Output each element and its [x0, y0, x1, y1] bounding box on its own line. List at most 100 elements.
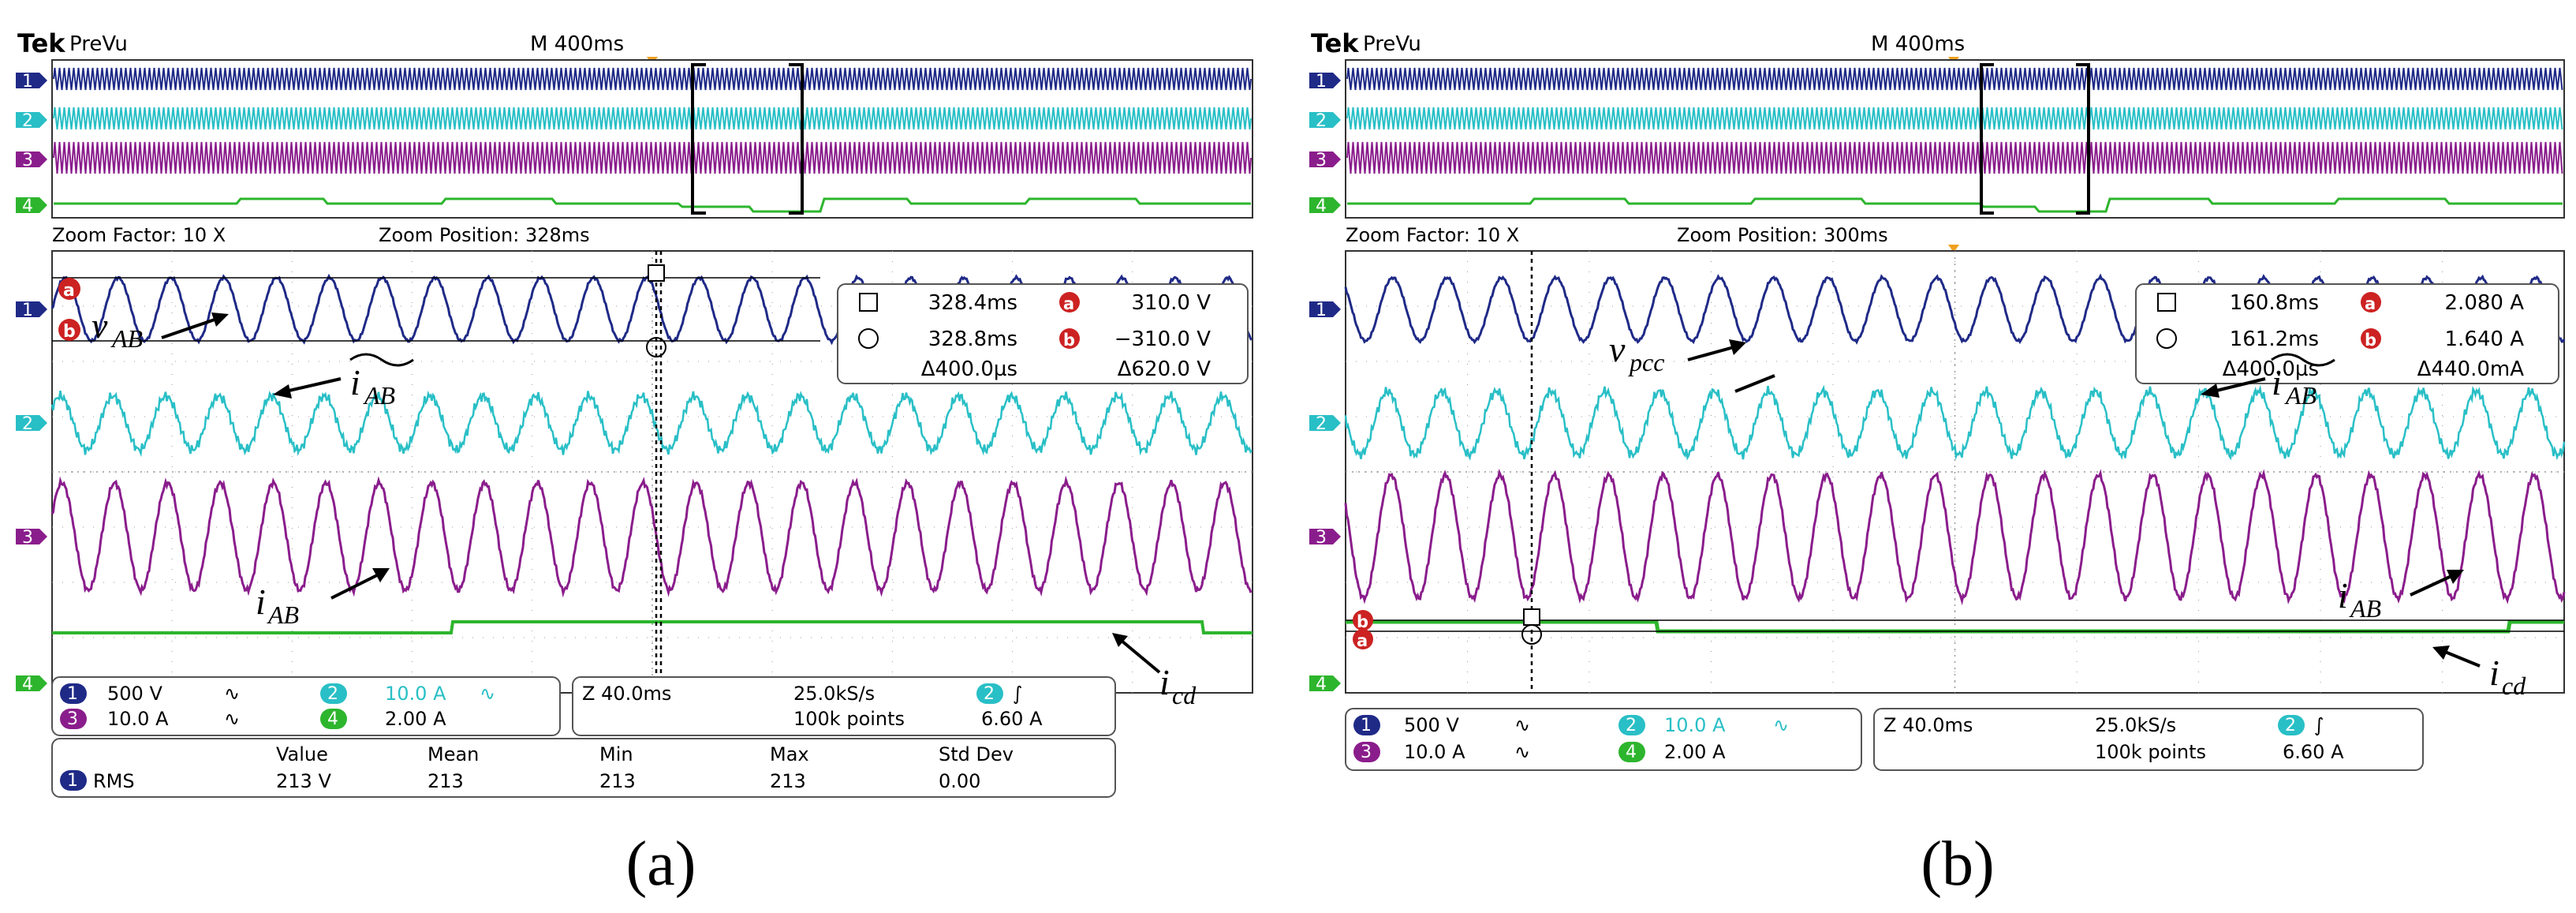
zoom-bracket-left[interactable]: [1980, 63, 1994, 215]
cursor-dt: Δ400.0µs: [921, 357, 1017, 381]
svg-text:i: i: [1159, 662, 1170, 702]
annotation-v-pcc: v pcc: [1609, 329, 1746, 376]
ch2-coupling: ∿: [480, 683, 495, 705]
scope-screen-a: Tek PreVu M 400ms 1 2 3 4 Zoom Factor: 1…: [16, 28, 1253, 798]
trigger-level: 6.60 A: [981, 708, 1043, 730]
trigger-slope-icon: ∫: [2314, 714, 2324, 736]
svg-text:a: a: [1357, 631, 1368, 650]
cursor-b-label: b: [58, 319, 80, 342]
zoom-channel-1-marker[interactable]: 1: [1309, 301, 1341, 320]
zoom-channel-4-marker[interactable]: 4: [1309, 675, 1341, 694]
zoom-factor-label: Zoom Factor: 10 X: [1346, 224, 1519, 246]
svg-text:4: 4: [327, 709, 338, 729]
cursor-v1: 310.0 V: [1132, 291, 1211, 315]
zoom-channel-3-marker[interactable]: 3: [1309, 528, 1341, 548]
cursor-t1: 328.4ms: [928, 291, 1017, 315]
cursor-readout: 328.4ms a 310.0 V 328.8ms b −310.0 V Δ40…: [837, 283, 1249, 384]
svg-text:1: 1: [1361, 716, 1372, 735]
cursor-readout: 160.8ms a 2.080 A 161.2ms b 1.640 A Δ400…: [2135, 283, 2559, 384]
cursor-dv: Δ440.0mA: [2417, 357, 2525, 381]
zoom-bracket-right[interactable]: [789, 63, 804, 215]
zoom-bracket-left[interactable]: [691, 63, 706, 215]
cursor-square-marker[interactable]: [1523, 608, 1540, 626]
overview-traces: [53, 67, 1252, 213]
cursor-circle-marker[interactable]: [646, 337, 666, 357]
timebase-label: M 400ms: [1871, 32, 1965, 56]
svg-text:2: 2: [1316, 111, 1327, 131]
annotation-i-ab: i AB: [256, 568, 390, 629]
channel-2-marker[interactable]: 2: [16, 111, 47, 131]
svg-text:1: 1: [67, 684, 78, 704]
channel-1-marker[interactable]: 1: [16, 72, 47, 92]
ch2-coupling: ∿: [1773, 714, 1789, 736]
cursor-t2: 161.2ms: [2230, 327, 2319, 351]
acquisition-settings[interactable]: Z 40.0ms 25.0kS/s 100k points 2 ∫ 6.60 A: [572, 676, 1116, 736]
svg-text:4: 4: [1316, 675, 1327, 694]
zoom-bracket-right[interactable]: [2076, 63, 2090, 215]
zoom-channel-2-marker[interactable]: 2: [16, 414, 47, 434]
measurement-type: RMS: [93, 770, 135, 792]
svg-text:2: 2: [327, 684, 338, 704]
ch4-scale: 2.00 A: [385, 708, 446, 730]
mode-label: PreVu: [69, 32, 128, 56]
annotation-i-ab-tilde: i AB: [273, 353, 414, 410]
svg-text:i: i: [256, 582, 266, 622]
mode-label: PreVu: [1363, 32, 1421, 56]
channel-3-marker[interactable]: 3: [1309, 151, 1341, 170]
overview-trace-ch2: [53, 107, 1252, 130]
svg-text:3: 3: [1361, 743, 1372, 762]
zoom-channel-4-marker[interactable]: 4: [16, 675, 47, 694]
ch3-scale: 10.0 A: [1404, 741, 1465, 763]
scope-screen-b: Tek PreVu M 400ms 1 2 3 4 Zoom Factor: 1…: [1309, 28, 2566, 771]
overview-traces: [1346, 67, 2563, 213]
channel-4-marker[interactable]: 4: [1309, 196, 1341, 216]
waveform-ch3: [50, 475, 1253, 598]
cursor-square-marker[interactable]: [648, 264, 665, 282]
svg-text:AB: AB: [267, 601, 299, 629]
svg-text:a: a: [1063, 294, 1074, 313]
ch1-coupling: ∿: [224, 683, 240, 705]
cursor-t2: 328.8ms: [928, 327, 1017, 351]
svg-text:2: 2: [22, 111, 33, 131]
svg-text:i: i: [2489, 653, 2499, 693]
caption-a: (a): [625, 829, 696, 899]
channel-2-marker[interactable]: 2: [1309, 111, 1341, 131]
trigger-level: 6.60 A: [2283, 741, 2344, 763]
annotation-i-ab-tilde: i AB: [1734, 353, 2335, 410]
zoom-factor-label: Zoom Factor: 10 X: [52, 224, 226, 246]
svg-text:i: i: [2272, 362, 2282, 402]
cursor-circle-marker[interactable]: [1521, 624, 1542, 645]
zoom-channel-1-marker[interactable]: 1: [16, 301, 47, 320]
channel-1-marker[interactable]: 1: [1309, 72, 1341, 92]
channel-settings[interactable]: 1 500 V ∿ 2 10.0 A ∿ 3 10.0 A ∿ 4 2.00 A: [1345, 708, 1862, 771]
overview-channel-markers: 1 2 3 4: [1309, 72, 1341, 216]
acquisition-settings[interactable]: Z 40.0ms 25.0kS/s 100k points 2 ∫ 6.60 A: [1873, 708, 2424, 771]
cursor-t1: 160.8ms: [2230, 291, 2319, 315]
zoom-channel-2-marker[interactable]: 2: [1309, 414, 1341, 434]
channel-4-marker[interactable]: 4: [16, 196, 47, 216]
svg-text:3: 3: [67, 709, 78, 729]
brand-label: Tek: [1311, 28, 1359, 58]
zoom-channel-markers: 1 2 3 4: [16, 301, 47, 694]
record-length: 100k points: [793, 708, 905, 730]
overview-trace-ch3: [1346, 141, 2563, 174]
ch4-scale: 2.00 A: [1664, 741, 1726, 763]
svg-text:4: 4: [22, 675, 33, 694]
overview-channel-markers: 1 2 3 4: [16, 72, 47, 216]
svg-text:2: 2: [984, 684, 995, 704]
svg-text:4: 4: [1316, 196, 1327, 216]
svg-text:4: 4: [22, 196, 33, 216]
svg-text:b: b: [63, 322, 76, 342]
value-mean: 213: [427, 770, 464, 792]
channel-settings[interactable]: 1 500 V ∿ 2 10.0 A ∿ 3 10.0 A ∿ 4 2.00 A: [51, 676, 561, 736]
svg-text:3: 3: [1316, 151, 1327, 170]
sample-rate: 25.0kS/s: [2095, 714, 2176, 736]
channel-3-marker[interactable]: 3: [16, 151, 47, 170]
svg-text:3: 3: [1316, 528, 1327, 548]
zoom-waveforms: [50, 273, 1253, 634]
zoom-channel-3-marker[interactable]: 3: [16, 528, 47, 548]
cursor-b-label: b: [1353, 610, 1373, 631]
value-min: 213: [599, 770, 636, 792]
header-value: Value: [276, 743, 328, 765]
record-length: 100k points: [2095, 741, 2206, 763]
